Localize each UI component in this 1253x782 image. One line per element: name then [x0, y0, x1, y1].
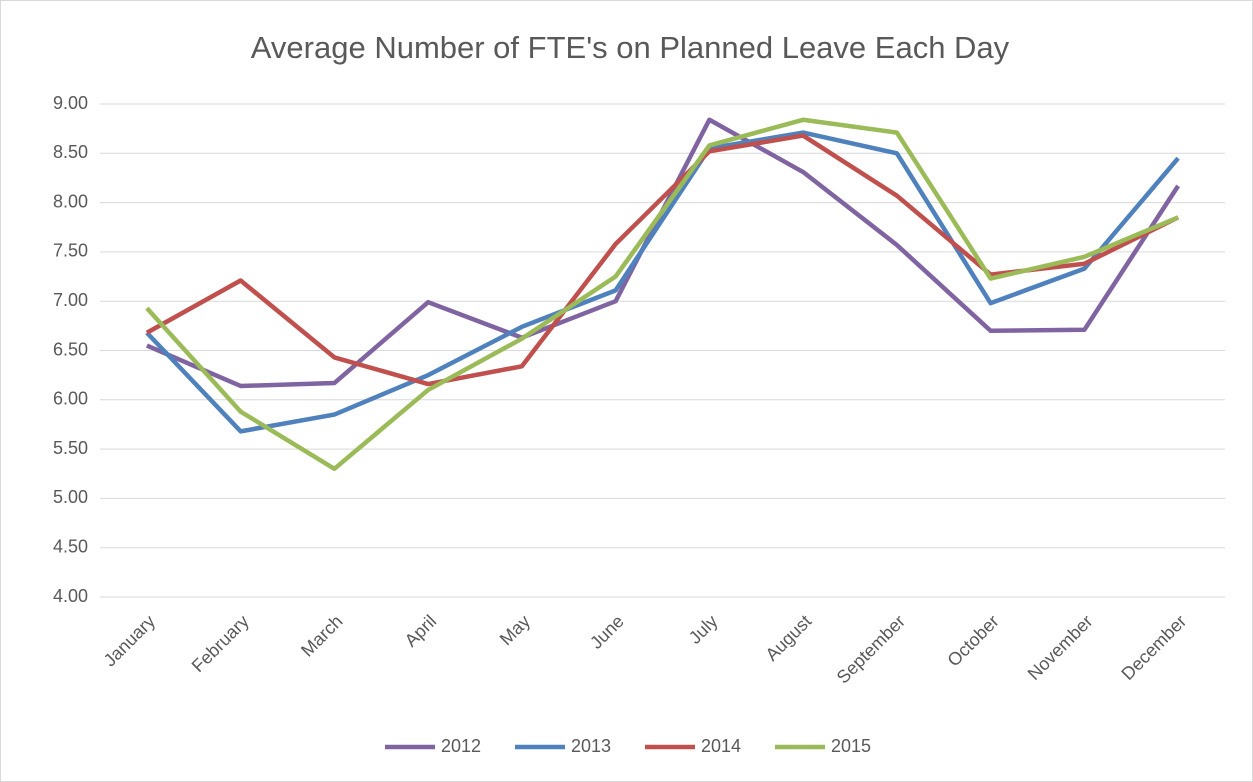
y-tick-label: 5.50	[53, 438, 88, 458]
legend-label: 2012	[441, 736, 481, 756]
y-tick-label: 7.00	[53, 290, 88, 310]
series-line	[145, 130, 1180, 434]
legend-label: 2015	[831, 736, 871, 756]
y-tick-label: 7.50	[53, 241, 88, 261]
y-tick-label: 4.50	[53, 536, 88, 556]
y-tick-label: 6.50	[53, 339, 88, 359]
series-line	[145, 117, 1180, 472]
legend-label: 2013	[571, 736, 611, 756]
y-tick-label: 5.00	[53, 487, 88, 507]
chart-title: Average Number of FTE's on Planned Leave…	[251, 30, 1010, 65]
y-tick-label: 6.00	[53, 389, 88, 409]
legend-label: 2014	[701, 736, 741, 756]
y-tick-label: 8.00	[53, 191, 88, 211]
y-tick-label: 8.50	[53, 142, 88, 162]
y-tick-label: 4.00	[53, 586, 88, 606]
y-tick-label: 9.00	[53, 93, 88, 113]
